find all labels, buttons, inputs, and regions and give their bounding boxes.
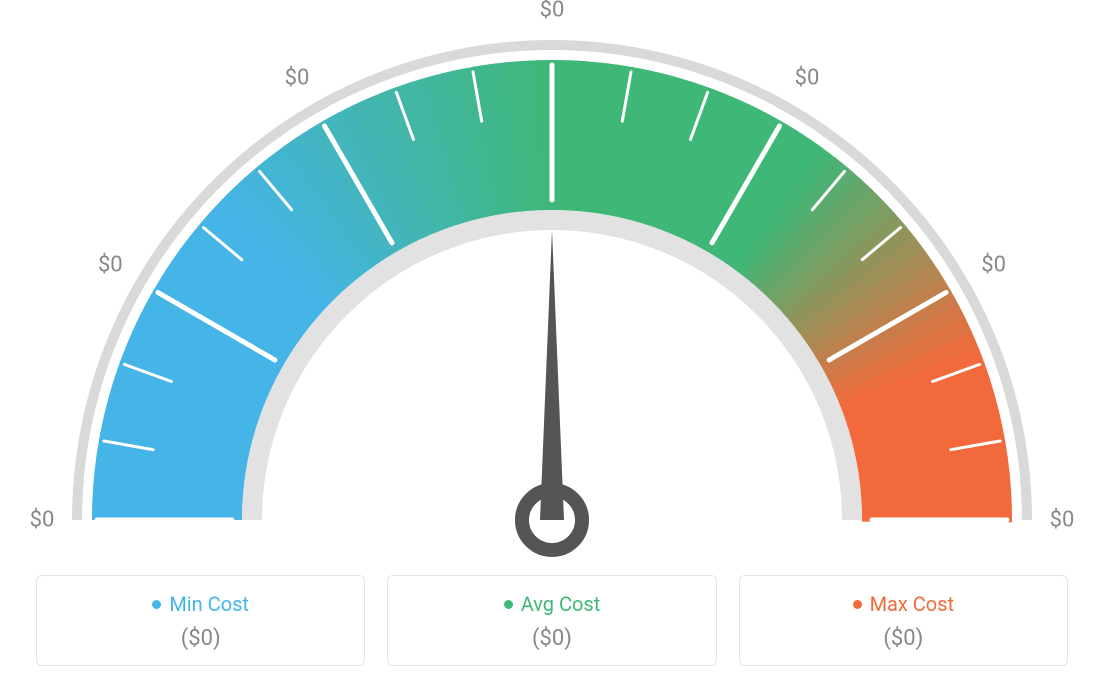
legend-dot-icon [152, 600, 161, 609]
legend-dot-icon [504, 600, 513, 609]
gauge-tick-label: $0 [285, 66, 310, 91]
legend-value: ($0) [750, 626, 1057, 651]
legend-label: Avg Cost [521, 592, 601, 616]
gauge-tick-label: $0 [1050, 508, 1075, 533]
cost-gauge: $0 $0 $0 $0 $0 $0 $0 [0, 0, 1104, 560]
legend-dot-icon [853, 600, 862, 609]
legend-value: ($0) [398, 626, 705, 651]
gauge-tick-label: $0 [30, 508, 55, 533]
legend-value: ($0) [47, 626, 354, 651]
legend-label: Min Cost [169, 592, 249, 616]
gauge-tick-label: $0 [981, 253, 1006, 278]
legend-head: Avg Cost [398, 592, 705, 616]
legend-head: Min Cost [47, 592, 354, 616]
legend-label: Max Cost [870, 592, 955, 616]
legend-card: Avg Cost ($0) [387, 575, 716, 666]
gauge-tick-label: $0 [98, 253, 123, 278]
legend-row: Min Cost ($0) Avg Cost ($0) Max Cost ($0) [36, 575, 1068, 666]
gauge-tick-label: $0 [540, 0, 565, 23]
legend-head: Max Cost [750, 592, 1057, 616]
gauge-svg [0, 0, 1104, 560]
legend-card: Min Cost ($0) [36, 575, 365, 666]
gauge-tick-label: $0 [795, 66, 820, 91]
legend-card: Max Cost ($0) [739, 575, 1068, 666]
gauge-needle [540, 230, 564, 520]
